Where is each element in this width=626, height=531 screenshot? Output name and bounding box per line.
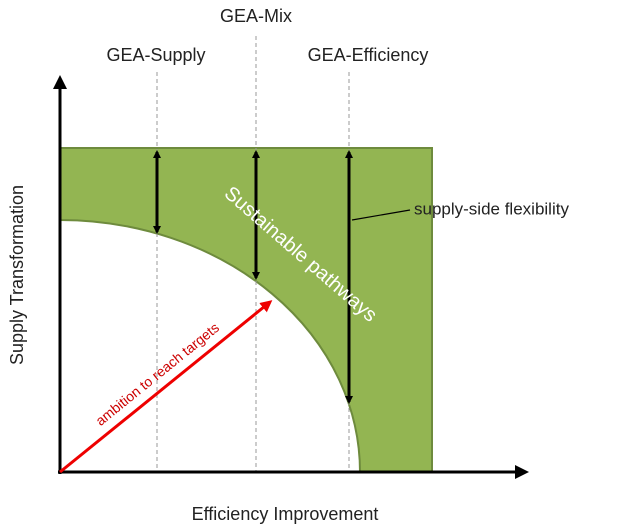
label: GEA-Mix xyxy=(220,6,292,26)
ambition-arrow xyxy=(59,300,273,474)
y-axis-title: Supply Transformation xyxy=(7,185,27,365)
x-axis-title: Efficiency Improvement xyxy=(192,504,379,524)
label: GEA-Efficiency xyxy=(308,45,429,65)
annotation: supply-side flexibility xyxy=(414,199,569,218)
label: GEA-Supply xyxy=(106,45,205,65)
ambition-label: ambition to reach targets xyxy=(92,319,222,428)
leader-line xyxy=(351,209,411,221)
